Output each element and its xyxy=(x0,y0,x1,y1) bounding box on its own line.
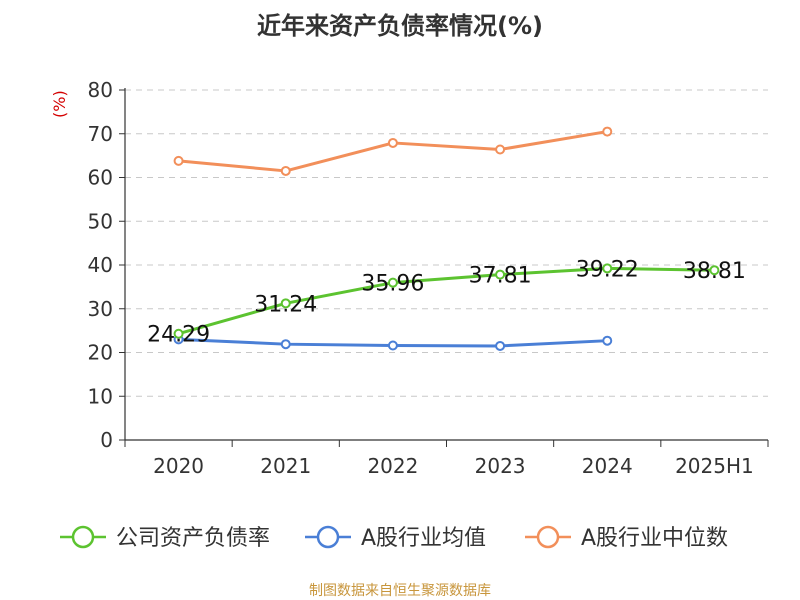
point-2-2023 xyxy=(495,144,506,155)
point-0-2022 xyxy=(387,277,398,288)
data-label-2020: 24.29 xyxy=(147,323,210,348)
legend-label-0: 公司资产负债率 xyxy=(116,526,270,551)
axes: 0 10 20 30 40 50 60 70 80 2020 2021 2022 2023 2024 202… xyxy=(88,78,769,478)
point-0-2024 xyxy=(602,263,613,274)
chart-title: 近年来资产负债率情况(%) xyxy=(257,12,543,40)
y-tick-label-20: 20 xyxy=(88,341,113,365)
data-label-2022: 35.96 xyxy=(361,272,424,297)
legend: 公司资产负债率 A股行业均值 A股行业中位数 xyxy=(60,525,728,551)
y-tick-label-40: 40 xyxy=(88,253,113,277)
legend-marker-2 xyxy=(536,525,560,549)
point-0-2023 xyxy=(495,269,506,280)
point-2-2021 xyxy=(280,165,291,176)
data-label-2025H1: 38.81 xyxy=(683,259,746,284)
x-tick-label-2023: 2023 xyxy=(475,454,526,478)
legend-item-2: A股行业中位数 xyxy=(525,525,728,551)
legend-marker-0 xyxy=(71,525,95,549)
y-tick-label-10: 10 xyxy=(88,384,113,408)
point-1-2021 xyxy=(280,339,291,350)
series-lines xyxy=(173,126,720,351)
point-0-2025H1 xyxy=(709,265,720,276)
legend-item-1: A股行业均值 xyxy=(305,525,486,551)
source-note: 制图数据来自恒生聚源数据库 xyxy=(309,583,491,599)
legend-label-1: A股行业均值 xyxy=(361,526,486,551)
data-label-2021: 31.24 xyxy=(254,292,317,317)
y-tick-label-30: 30 xyxy=(88,297,113,321)
legend-marker-1 xyxy=(316,525,340,549)
data-labels: 24.29 31.24 35.96 37.81 39.22 38.81 xyxy=(147,257,746,347)
y-tick-label-50: 50 xyxy=(88,209,113,233)
point-0-2020 xyxy=(173,328,184,339)
point-2-2024 xyxy=(602,126,613,137)
y-tick-label-70: 70 xyxy=(88,122,113,146)
x-tick-label-2020: 2020 xyxy=(153,454,204,478)
data-label-2024: 39.22 xyxy=(576,257,639,282)
point-1-2024 xyxy=(602,335,613,346)
data-label-2023: 37.81 xyxy=(469,264,532,289)
y-tick-label-60: 60 xyxy=(88,166,113,190)
series-line-2 xyxy=(178,130,608,173)
series-line-0 xyxy=(178,266,715,336)
grid-lines xyxy=(125,89,768,397)
y-tick-label-80: 80 xyxy=(88,78,113,102)
y-tick-label-0: 0 xyxy=(100,428,113,452)
x-tick-label-2022: 2022 xyxy=(367,454,418,478)
point-1-2023 xyxy=(495,340,506,351)
point-0-2021 xyxy=(280,298,291,309)
point-2-2020 xyxy=(173,155,184,166)
point-2-2022 xyxy=(387,137,398,148)
legend-label-2: A股行业中位数 xyxy=(581,526,728,551)
x-tick-label-2025H1: 2025H1 xyxy=(675,454,754,478)
legend-item-0: 公司资产负债率 xyxy=(60,525,270,551)
point-1-2022 xyxy=(387,340,398,351)
x-tick-label-2021: 2021 xyxy=(260,454,311,478)
x-tick-label-2024: 2024 xyxy=(582,454,633,478)
